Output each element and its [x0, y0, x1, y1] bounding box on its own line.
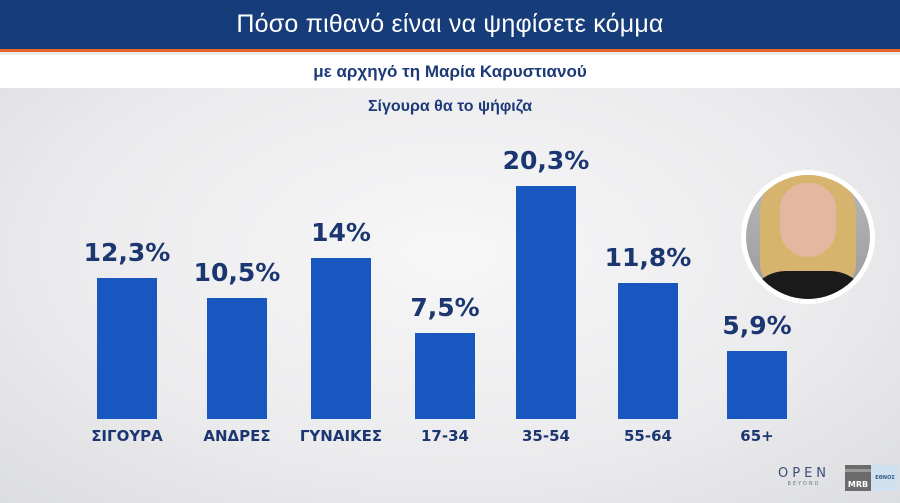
bar [618, 283, 678, 419]
bar-value-label: 20,3% [502, 145, 590, 175]
candidate-photo [741, 170, 875, 304]
page-title: Πόσο πιθανό είναι να ψηφίσετε κόμμα [236, 10, 664, 38]
bar-value-label: 11,8% [604, 243, 692, 273]
bar-value-label: 12,3% [83, 237, 171, 267]
category-label: ΣΙΓΟΥΡΑ [91, 427, 163, 445]
bar [311, 258, 371, 419]
category-label: 17-34 [421, 427, 469, 445]
ethnos-logo: ΕΘΝΟΣ [871, 465, 899, 491]
bar-value-label: 10,5% [193, 258, 281, 288]
bar-value-label: 14% [311, 218, 371, 247]
mrb-logo: MRB [845, 465, 871, 491]
bar-value-label: 7,5% [410, 292, 480, 322]
chart-caption: Σίγουρα θα το ψήφιζα [367, 98, 533, 115]
subheader-bar: με αρχηγό τη Μαρία Καρυστιανού [0, 55, 900, 88]
category-label: 55-64 [624, 427, 672, 445]
bar [516, 185, 576, 419]
category-label: 35-54 [522, 427, 570, 445]
page-subtitle: με αρχηγό τη Μαρία Καρυστιανού [313, 61, 587, 81]
bar [97, 277, 157, 419]
bar-value-label: 5,9% [722, 311, 792, 341]
bar [207, 298, 267, 419]
bar [415, 332, 475, 419]
category-label: 65+ [740, 427, 774, 445]
bar [727, 351, 787, 419]
category-label: ΓΥΝΑΙΚΕΣ [299, 427, 383, 445]
header-bar: Πόσο πιθανό είναι να ψηφίσετε κόμμα [0, 0, 900, 52]
category-label: ΑΝΔΡΕΣ [203, 427, 271, 445]
open-beyond-logo: OPEN BEYOND [778, 466, 831, 487]
